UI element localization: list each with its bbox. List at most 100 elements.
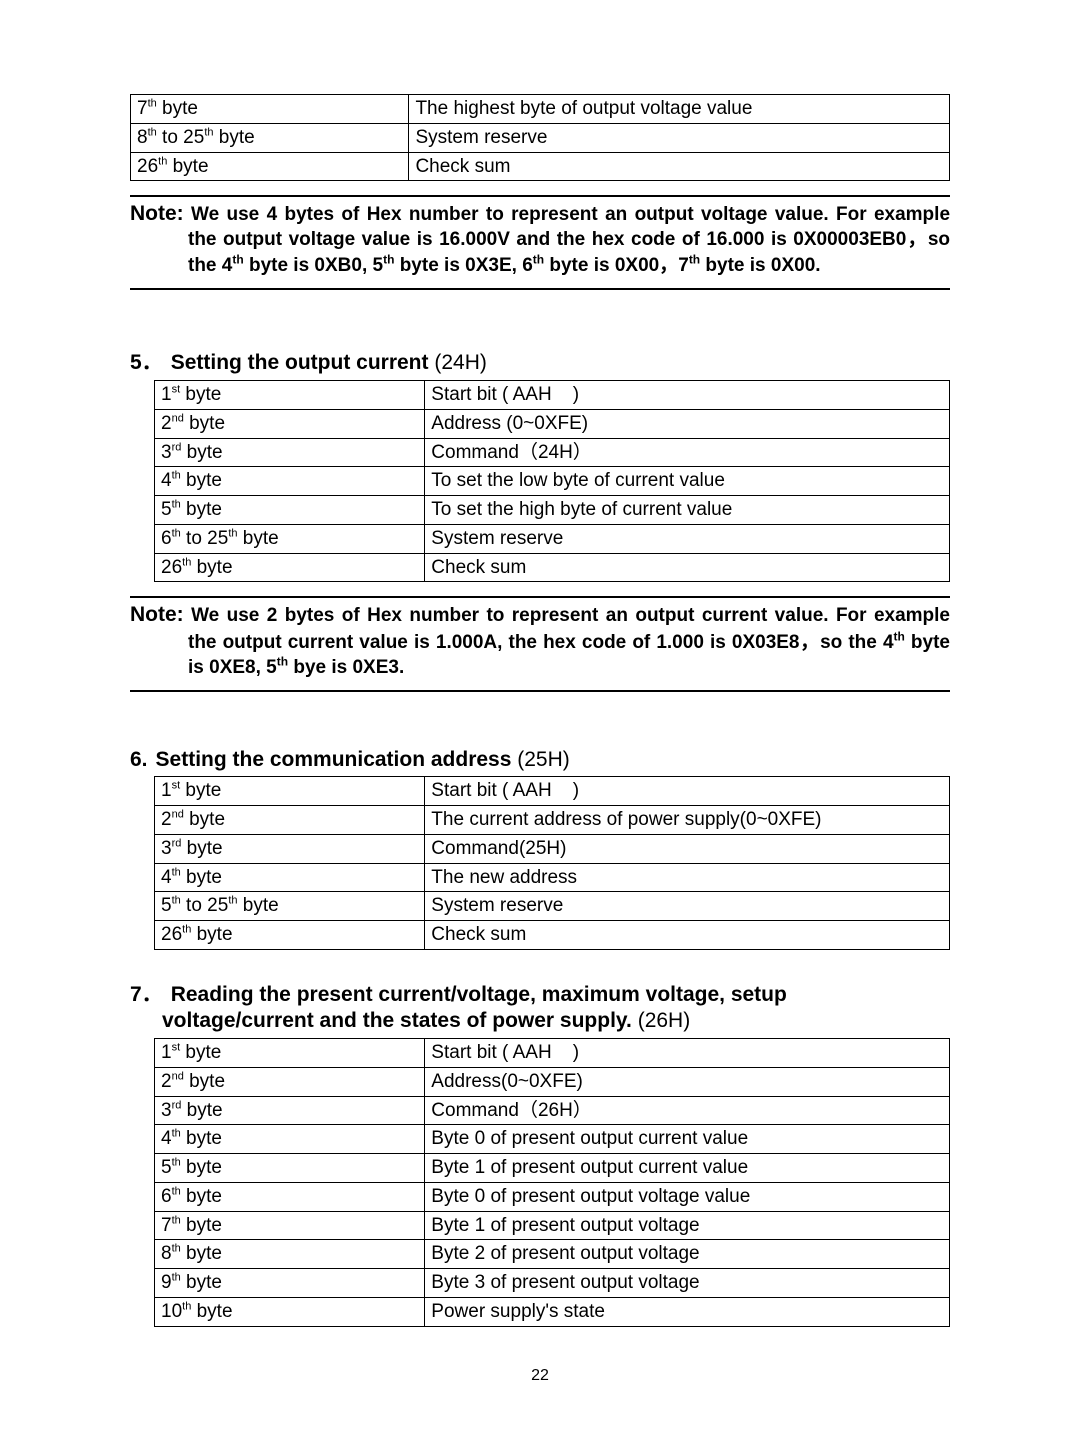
table-row: 5th byteByte 1 of present output current… bbox=[155, 1154, 950, 1183]
table-row: 4th byteTo set the low byte of current v… bbox=[155, 467, 950, 496]
byte-cell: 5th byte bbox=[155, 496, 425, 525]
byte-cell: 3rd byte bbox=[155, 1096, 425, 1125]
table-row: 3rd byteCommand（26H） bbox=[155, 1096, 950, 1125]
desc-cell: Address(0~0XFE) bbox=[425, 1067, 950, 1096]
byte-cell: 2nd byte bbox=[155, 1067, 425, 1096]
byte-cell: 2nd byte bbox=[155, 409, 425, 438]
table-row: 26th byteCheck sum bbox=[155, 553, 950, 582]
desc-cell: Check sum bbox=[425, 921, 950, 950]
desc-cell: Command（26H） bbox=[425, 1096, 950, 1125]
table-row: 26th byteCheck sum bbox=[155, 921, 950, 950]
desc-cell: Command（24H） bbox=[425, 438, 950, 467]
byte-cell: 8th to 25th byte bbox=[131, 123, 409, 152]
section-title: Setting the output current bbox=[171, 351, 429, 374]
byte-cell: 2nd byte bbox=[155, 806, 425, 835]
byte-cell: 3rd byte bbox=[155, 438, 425, 467]
desc-cell: System reserve bbox=[409, 123, 950, 152]
section-suffix: (26H) bbox=[632, 1009, 690, 1032]
section-5-heading: 5． Setting the output current (24H) bbox=[130, 346, 950, 376]
desc-cell: Byte 0 of present output current value bbox=[425, 1125, 950, 1154]
note-block-1: Note: We use 4 bytes of Hex number to re… bbox=[130, 197, 950, 288]
byte-cell: 1st byte bbox=[155, 777, 425, 806]
byte-cell: 1st byte bbox=[155, 381, 425, 410]
desc-cell: The current address of power supply(0~0X… bbox=[425, 806, 950, 835]
table-row: 10th bytePower supply's state bbox=[155, 1297, 950, 1326]
table-row: 8th to 25th byteSystem reserve bbox=[131, 123, 950, 152]
desc-cell: Power supply's state bbox=[425, 1297, 950, 1326]
table-section-6: 1st byteStart bit ( AAH )2nd byteThe cur… bbox=[154, 776, 950, 950]
byte-cell: 6th to 25th byte bbox=[155, 524, 425, 553]
byte-cell: 1st byte bbox=[155, 1039, 425, 1068]
desc-cell: Byte 0 of present output voltage value bbox=[425, 1182, 950, 1211]
table-row: 8th byteByte 2 of present output voltage bbox=[155, 1240, 950, 1269]
note-label: Note: bbox=[130, 202, 184, 225]
desc-cell: Address (0~0XFE) bbox=[425, 409, 950, 438]
section-suffix: (25H) bbox=[511, 748, 569, 771]
desc-cell: Byte 1 of present output voltage bbox=[425, 1211, 950, 1240]
table-section-6-body: 1st byteStart bit ( AAH )2nd byteThe cur… bbox=[155, 777, 950, 950]
note-body: We use 4 bytes of Hex number to represen… bbox=[188, 204, 950, 276]
byte-cell: 7th byte bbox=[131, 95, 409, 124]
desc-cell: System reserve bbox=[425, 524, 950, 553]
table-row: 3rd byteCommand(25H) bbox=[155, 834, 950, 863]
desc-cell: System reserve bbox=[425, 892, 950, 921]
table-row: 4th byteThe new address bbox=[155, 863, 950, 892]
desc-cell: Start bit ( AAH ) bbox=[425, 1039, 950, 1068]
byte-cell: 8th byte bbox=[155, 1240, 425, 1269]
table-row: 5th byteTo set the high byte of current … bbox=[155, 496, 950, 525]
section-title-line1: Reading the present current/voltage, max… bbox=[171, 983, 787, 1006]
note-label: Note: bbox=[130, 603, 184, 626]
desc-cell: Byte 2 of present output voltage bbox=[425, 1240, 950, 1269]
table-row: 9th byteByte 3 of present output voltage bbox=[155, 1269, 950, 1298]
desc-cell: To set the high byte of current value bbox=[425, 496, 950, 525]
byte-cell: 5th byte bbox=[155, 1154, 425, 1183]
byte-cell: 5th to 25th byte bbox=[155, 892, 425, 921]
table-section-5-body: 1st byteStart bit ( AAH )2nd byteAddress… bbox=[155, 381, 950, 582]
section-7-heading-line2: voltage/current and the states of power … bbox=[130, 1008, 950, 1034]
table-row: 6th to 25th byteSystem reserve bbox=[155, 524, 950, 553]
page: 7th byteThe highest byte of output volta… bbox=[0, 0, 1080, 1445]
section-number: 7． bbox=[130, 978, 163, 1008]
divider bbox=[130, 690, 950, 692]
byte-cell: 9th byte bbox=[155, 1269, 425, 1298]
section-6-heading: 6. Setting the communication address (25H… bbox=[130, 748, 950, 772]
table-row: 4th byteByte 0 of present output current… bbox=[155, 1125, 950, 1154]
desc-cell: Byte 1 of present output current value bbox=[425, 1154, 950, 1183]
section-7-heading: 7． Reading the present current/voltage, m… bbox=[130, 978, 950, 1008]
section-title-line2: voltage/current and the states of power … bbox=[162, 1009, 632, 1032]
section-title: Setting the communication address bbox=[156, 748, 512, 771]
table-row: 7th byteThe highest byte of output volta… bbox=[131, 95, 950, 124]
page-number: 22 bbox=[130, 1367, 950, 1385]
desc-cell: Check sum bbox=[409, 152, 950, 181]
desc-cell: Start bit ( AAH ) bbox=[425, 381, 950, 410]
desc-cell: Command(25H) bbox=[425, 834, 950, 863]
desc-cell: To set the low byte of current value bbox=[425, 467, 950, 496]
desc-cell: Check sum bbox=[425, 553, 950, 582]
divider bbox=[130, 288, 950, 290]
section-number: 5． bbox=[130, 346, 163, 376]
table-row: 3rd byteCommand（24H） bbox=[155, 438, 950, 467]
table-row: 2nd byteThe current address of power sup… bbox=[155, 806, 950, 835]
note-block-2: Note: We use 2 bytes of Hex number to re… bbox=[130, 598, 950, 690]
table-row: 7th byteByte 1 of present output voltage bbox=[155, 1211, 950, 1240]
desc-cell: Byte 3 of present output voltage bbox=[425, 1269, 950, 1298]
byte-cell: 4th byte bbox=[155, 863, 425, 892]
table-row: 1st byteStart bit ( AAH ) bbox=[155, 381, 950, 410]
section-suffix: (24H) bbox=[429, 351, 487, 374]
table-row: 5th to 25th byteSystem reserve bbox=[155, 892, 950, 921]
byte-cell: 4th byte bbox=[155, 1125, 425, 1154]
byte-cell: 26th byte bbox=[131, 152, 409, 181]
section-number: 6. bbox=[130, 748, 148, 772]
byte-cell: 7th byte bbox=[155, 1211, 425, 1240]
table-row: 1st byteStart bit ( AAH ) bbox=[155, 777, 950, 806]
byte-cell: 6th byte bbox=[155, 1182, 425, 1211]
byte-cell: 4th byte bbox=[155, 467, 425, 496]
table-section-7-body: 1st byteStart bit ( AAH )2nd byteAddress… bbox=[155, 1039, 950, 1327]
table-row: 2nd byteAddress(0~0XFE) bbox=[155, 1067, 950, 1096]
byte-cell: 10th byte bbox=[155, 1297, 425, 1326]
table-top-body: 7th byteThe highest byte of output volta… bbox=[131, 95, 950, 181]
note-body: We use 2 bytes of Hex number to represen… bbox=[188, 605, 950, 678]
table-section-7: 1st byteStart bit ( AAH )2nd byteAddress… bbox=[154, 1038, 950, 1327]
table-top: 7th byteThe highest byte of output volta… bbox=[130, 94, 950, 181]
desc-cell: Start bit ( AAH ) bbox=[425, 777, 950, 806]
